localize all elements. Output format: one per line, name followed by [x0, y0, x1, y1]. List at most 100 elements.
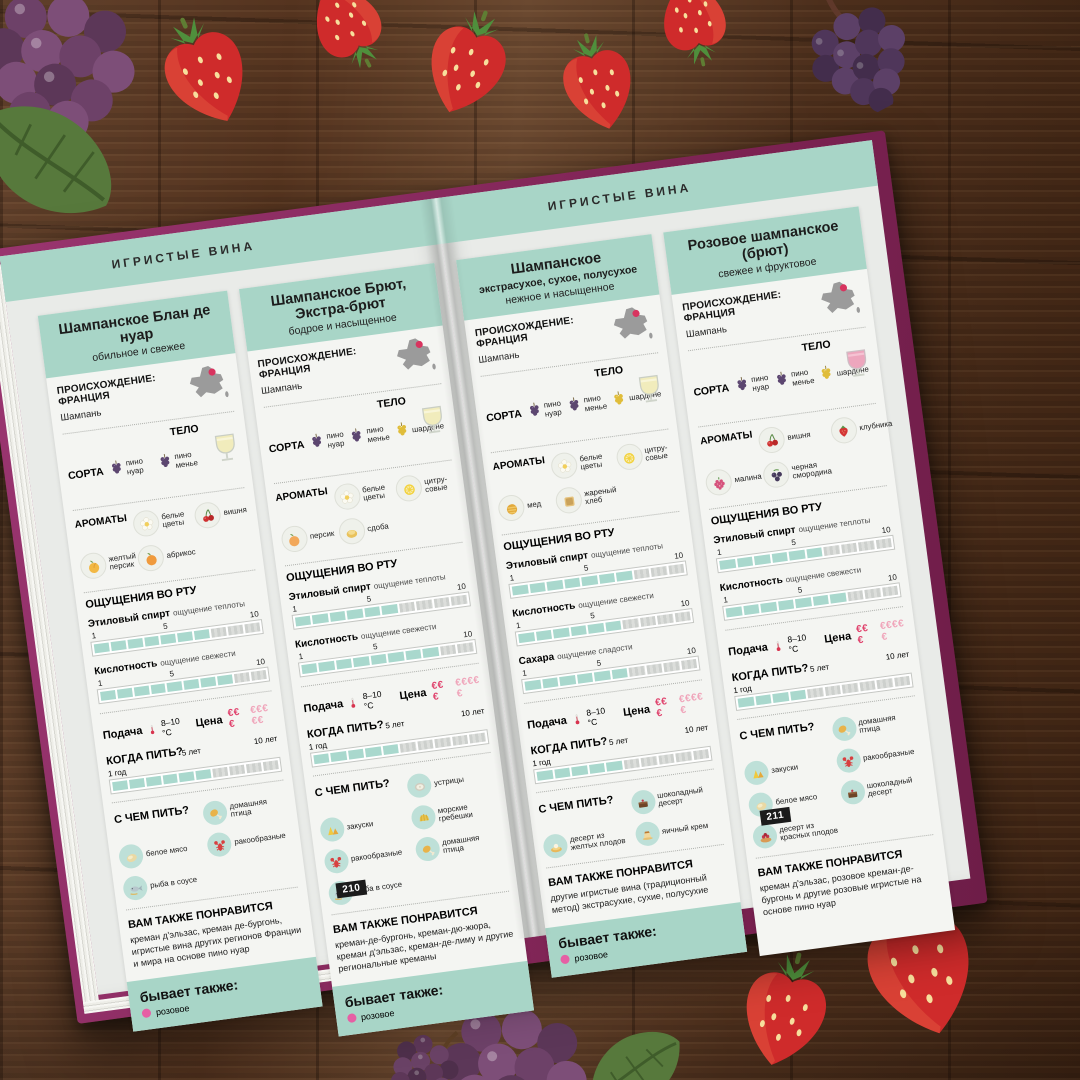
- page-header-label: ИГРИСТЫЕ ВИНА: [546, 180, 692, 214]
- price-low: €€€: [430, 680, 445, 704]
- scale-min-label: 1: [515, 621, 522, 631]
- serving-temperature: 8–10 °C: [786, 632, 807, 655]
- grape-purple-icon: [156, 451, 175, 476]
- grapes-body-section: ТЕЛО СОРТА пино нуар пино менье шардоне: [255, 387, 459, 480]
- year-5-label: 5 лет: [181, 746, 202, 759]
- grape-purple-icon: [772, 369, 791, 394]
- scale-segment: [824, 685, 841, 697]
- scale-mid-label: 5: [366, 594, 372, 605]
- grape-label: пино менье: [790, 367, 816, 388]
- mouthfeel-section: ОЩУЩЕНИЯ ВО РТУ Этиловый спирт ощущение те…: [76, 574, 280, 711]
- scale-segment: [382, 744, 399, 756]
- scale-segment: [233, 672, 250, 684]
- scale-segment: [422, 647, 439, 659]
- scale-segment: [657, 753, 675, 765]
- scale-segment: [675, 751, 692, 763]
- wine-card: Шампанское Блан де нуар обильное и свежее…: [37, 290, 323, 1032]
- aroma-item: белые цветы: [131, 505, 193, 539]
- year-10-label: 10 лет: [684, 723, 709, 736]
- scale-segment: [143, 636, 160, 648]
- scale-segment: [381, 604, 398, 616]
- chocolate-icon: [839, 779, 867, 807]
- scale-segment: [370, 654, 387, 666]
- pairing-item: десерт из красных плодов: [751, 815, 841, 851]
- grape-list: СОРТА пино нуар пино менье шардоне: [692, 358, 872, 404]
- flower-icon: [332, 482, 362, 512]
- scale-segment: [399, 742, 417, 754]
- aroma-item: малина: [704, 464, 762, 498]
- scale-segment: [128, 778, 145, 790]
- origin-section: ПРОИСХОЖДЕНИЕ: ФРАНЦИЯ Шампань: [46, 354, 242, 432]
- strawberry-image: [733, 943, 838, 1075]
- scale-segment: [864, 588, 881, 600]
- scale-segment: [587, 623, 605, 635]
- fish-icon: [121, 875, 149, 903]
- price-low: €€€: [855, 623, 870, 647]
- scale-max-label: 10: [680, 598, 691, 609]
- red-dessert-icon: [751, 823, 779, 851]
- cherry-icon: [757, 425, 787, 456]
- scale-max-label: 10: [249, 609, 260, 620]
- scale-segment: [593, 670, 611, 682]
- grape-item: шардоне: [610, 383, 663, 412]
- scale-segment: [330, 751, 347, 763]
- scale-segment: [177, 631, 194, 643]
- scale-segment: [145, 776, 162, 788]
- scale-segment: [127, 638, 144, 650]
- scale-max-label: 10: [881, 525, 892, 536]
- scale-segment: [398, 602, 416, 614]
- scale-segment: [433, 597, 450, 609]
- grape-purple-icon: [525, 399, 544, 424]
- scale-segment: [511, 584, 529, 596]
- scale-segment: [195, 769, 212, 781]
- item-label: шоколадный десерт: [656, 784, 704, 809]
- rose-label: розовое: [155, 1002, 190, 1017]
- grapes-image: [764, 0, 947, 139]
- grape-label: пино менье: [173, 450, 199, 470]
- serving-label: Подача: [526, 714, 568, 732]
- scale-segment: [680, 659, 698, 671]
- body-label: ТЕЛО: [376, 395, 407, 412]
- pairing-item: устрицы: [405, 764, 495, 800]
- scale-segment: [615, 570, 633, 582]
- apricot-icon: [136, 543, 166, 574]
- aroma-item: белые цветы: [549, 447, 614, 481]
- grape-label: пино менье: [583, 393, 608, 414]
- poultry-icon: [414, 836, 442, 863]
- map-france-icon: [388, 333, 439, 381]
- scale-mid-label: 5: [583, 563, 589, 574]
- scale-max-label: 10: [456, 582, 467, 593]
- strawberry-image: [553, 25, 642, 137]
- year-10-label: 10 лет: [885, 650, 910, 663]
- grape-purple-icon: [348, 425, 367, 450]
- item-label: вишня: [786, 430, 812, 443]
- grapes-label: СОРТА: [67, 465, 105, 483]
- scale-min-label: 1: [521, 668, 528, 679]
- scale-max-label: 10: [462, 629, 473, 640]
- aroma-item: вишня: [193, 498, 248, 531]
- scale-min-label: 1: [298, 652, 304, 662]
- item-label: устрицы: [433, 774, 465, 788]
- grape-label: пино нуар: [125, 456, 145, 477]
- rose-dot-icon: [141, 1008, 152, 1019]
- pairing-item: белое мясо: [747, 783, 836, 819]
- aroma-item: цитру­совые: [614, 439, 673, 472]
- scale-segment: [294, 616, 312, 628]
- aroma-item: абрикос: [136, 540, 197, 574]
- map-france-icon: [606, 302, 657, 350]
- scallop-icon: [410, 804, 438, 832]
- also-like-section: ВАМ ТАКЖЕ ПОНРАВИТСЯ креман д'эльзас, роз…: [748, 838, 952, 930]
- grapes-image: [0, 0, 179, 169]
- strawberry-image: [654, 0, 734, 73]
- grape-item: шардоне: [393, 415, 446, 444]
- strawberry-icon: [829, 416, 859, 446]
- scale-segment: [229, 765, 246, 776]
- serving-temperature: 8–10 °C: [362, 689, 383, 712]
- scale-segment: [725, 606, 743, 618]
- aromas-label: АРОМАТЫ: [274, 486, 329, 505]
- aroma-item: персик: [279, 521, 337, 555]
- pairing-item: домашняя птица: [414, 828, 503, 863]
- aromas-section: АРОМАТЫ белые цветы вишня желтый персик абри…: [65, 491, 264, 590]
- origin-section: ПРОИСХОЖДЕНИЕ: ФРАНЦИЯ Шампань: [247, 326, 449, 405]
- thermometer-icon: [570, 711, 584, 729]
